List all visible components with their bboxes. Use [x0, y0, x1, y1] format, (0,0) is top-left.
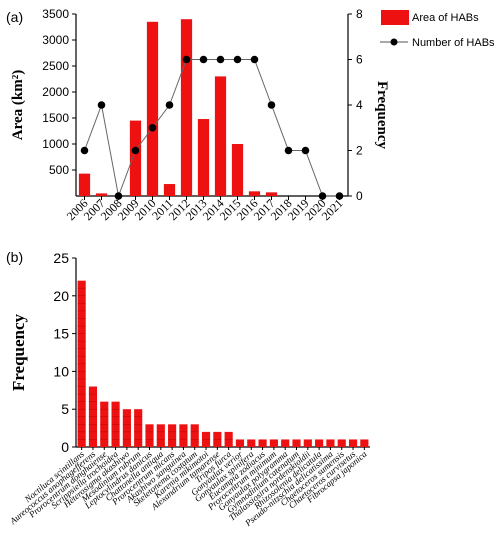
panel-a-left-tick-label: 3500 [42, 7, 69, 21]
panel-b-y-tick-label: 10 [53, 363, 69, 379]
panel-a-point [80, 146, 89, 155]
panel-a-label: (a) [6, 9, 23, 25]
panel-b-bar [292, 439, 301, 447]
panel-a-bar [265, 192, 278, 196]
panel-a-point [335, 192, 344, 200]
panel-a-bar [248, 191, 261, 196]
panel-a-bar [197, 119, 210, 196]
panel-b-bar [145, 424, 154, 447]
legend-swatch-area [381, 10, 409, 25]
panel-a-point [97, 101, 106, 109]
panel-b-bar [122, 409, 131, 447]
panel-b-bar [258, 439, 267, 447]
panel-a-right-tick-label: 0 [356, 189, 363, 203]
legend-marker-number [390, 38, 398, 46]
panel-a-point [114, 192, 123, 200]
panel-a-line-number [84, 59, 340, 198]
panel-b-y-tick-label: 25 [53, 250, 69, 266]
panel-a-point [216, 55, 225, 64]
panel-a-bar [180, 19, 193, 197]
panel-a-bar [129, 120, 142, 196]
panel-a-bar [214, 76, 227, 196]
panel-a-bar [78, 173, 91, 196]
panel-b-bar [190, 424, 199, 447]
panel-a-point [267, 101, 276, 109]
panel-b-bar [326, 439, 335, 447]
panel-a-left-tick-label: 2000 [42, 85, 69, 99]
panel-b-y-tick-label: 5 [61, 401, 69, 417]
panel-a-bar [163, 184, 176, 196]
panel-b-bar [247, 439, 256, 447]
panel-a-point [301, 146, 310, 155]
legend-label-area: Area of HABs [412, 12, 479, 24]
panel-b-bar [235, 439, 245, 447]
panel-b-bar [269, 439, 278, 447]
panel-b-y-tick-label: 20 [53, 288, 69, 304]
panel-a-point [182, 55, 191, 64]
panel-a-right-tick-label: 4 [356, 98, 363, 112]
panel-a-left-tick-label: 1000 [42, 137, 69, 151]
panel-b-label: (b) [6, 249, 23, 265]
panel-a-bar [95, 193, 108, 196]
panel-a-right-tick-label: 8 [356, 7, 363, 21]
panel-b-bar [337, 439, 346, 447]
panel-a-point [284, 146, 293, 155]
panel-a-right-tick-label: 2 [356, 144, 363, 158]
panel-b-bar [156, 424, 165, 447]
panel-a-left-tick-label: 2500 [42, 59, 69, 73]
panel-b-bar [179, 424, 188, 447]
panel-a-point [148, 123, 157, 132]
panel-b-bar [303, 439, 312, 447]
panel-a-right-axis-title: Frequency [374, 81, 390, 150]
panel-a-point [318, 192, 327, 200]
panel-a-point [250, 55, 259, 64]
panel-a-left-tick-label: 3000 [42, 33, 69, 47]
panel-b-bar [168, 424, 177, 447]
panel-b-y-tick-label: 0 [61, 439, 69, 455]
panel-b-bar [281, 439, 290, 447]
panel-b-bar [348, 439, 358, 447]
panel-b-axis-title: Frequency [9, 313, 28, 391]
panel-a-point [233, 55, 242, 64]
panel-b-y-tick-label: 15 [53, 326, 69, 342]
panel-b-bar [360, 439, 369, 447]
panel-b-bar [315, 439, 324, 447]
panel-a-point [165, 101, 174, 109]
panel-a-right-tick-label: 6 [356, 53, 363, 67]
panel-a-left-axis-title: Area (km²) [10, 70, 26, 140]
panel-a-legend: Area of HABs Number of HABs [380, 10, 495, 49]
legend-label-number: Number of HABs [412, 37, 495, 49]
panel-a-left-tick-label: 1500 [42, 111, 69, 125]
panel-a-point [199, 55, 208, 64]
panel-a-chart: (a) Area (km²) Frequency 500 1000 1500 2000… [6, 7, 495, 223]
panel-a-x-tick-label: 2021 [319, 196, 346, 223]
panel-a-left-tick-label: 500 [49, 163, 69, 177]
panel-a-bar [231, 144, 244, 196]
panel-b-bar [134, 409, 143, 447]
panel-a-bar [146, 21, 159, 196]
panel-a-point [131, 146, 140, 155]
